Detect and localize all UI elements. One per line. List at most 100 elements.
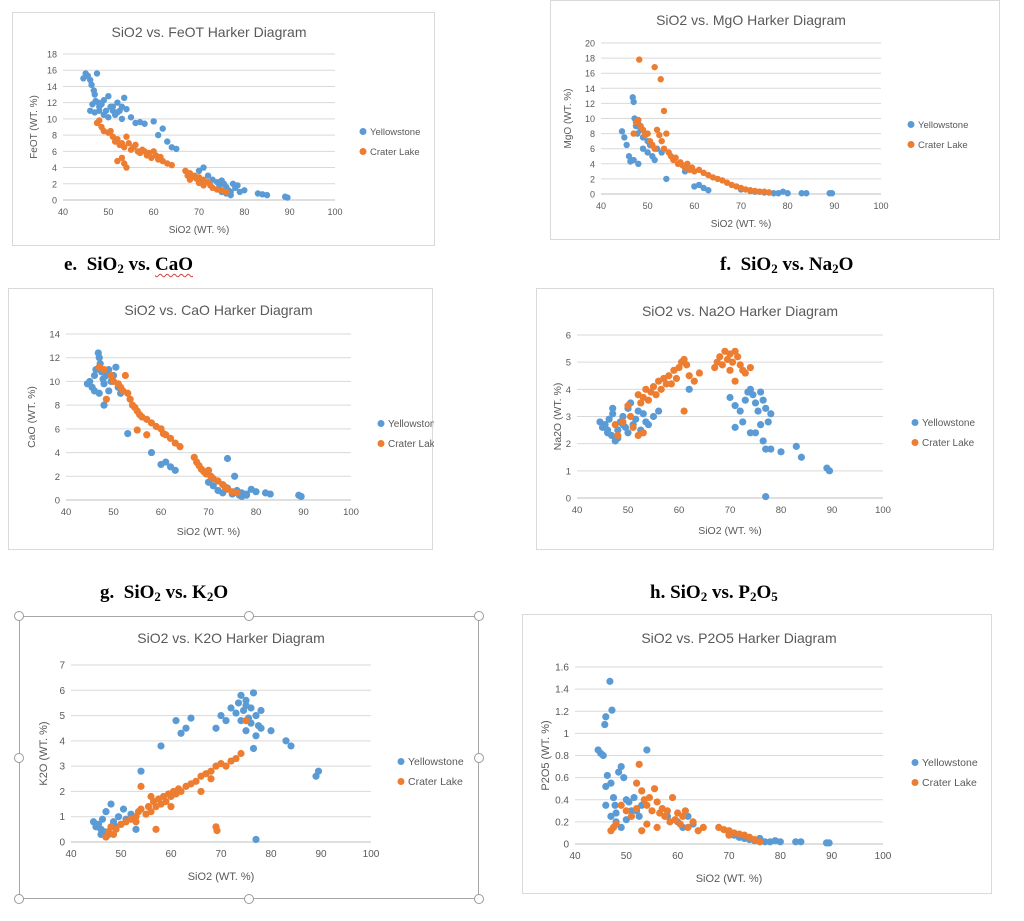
chart-svg-na2o: SiO2 vs. Na2O Harker Diagram 0 1 2 3 4 5 6 40 50 6… (552, 303, 975, 537)
legend-label: Yellowstone (408, 756, 464, 768)
x-tick-label: 50 (621, 851, 633, 862)
data-point (90, 387, 99, 395)
y-tick-label: 1 (563, 729, 569, 740)
legend-marker (907, 141, 915, 148)
y-axis-label: Na2O (WT. %) (552, 383, 564, 451)
chart-title: SiO2 vs. CaO Harker Diagram (124, 302, 312, 318)
data-point (102, 395, 110, 403)
data-point (657, 76, 664, 83)
chart-svg-cao: SiO2 vs. CaO Harker Diagram 0 2 4 6 8 10 12 14 40… (26, 302, 434, 538)
series-crater-lake (611, 347, 754, 440)
resize-handle-bottom-left[interactable] (14, 894, 24, 904)
x-axis-label: SiO2 (WT. %) (698, 525, 762, 537)
y-tick-label: 0.8 (555, 751, 569, 762)
data-point (282, 737, 290, 745)
data-point (287, 742, 295, 750)
data-point (207, 767, 215, 775)
legend-marker (907, 121, 915, 128)
data-point (100, 97, 108, 104)
y-tick-label: 0 (566, 494, 571, 505)
data-point (102, 808, 110, 816)
data-point (828, 190, 836, 197)
data-point (257, 724, 265, 732)
series-yellowstone (83, 349, 305, 501)
data-point (114, 99, 121, 106)
data-point (798, 190, 805, 197)
series-crater-lake (95, 363, 241, 497)
resize-handle-bottom-right[interactable] (474, 894, 484, 904)
x-axis-label: SiO2 (WT. %) (177, 526, 241, 538)
data-point (680, 355, 688, 364)
data-point (741, 369, 749, 377)
caption-e: e. SiO2 vs. CaO (64, 254, 193, 276)
data-point (157, 742, 165, 750)
data-point (252, 488, 260, 496)
data-point (617, 801, 625, 809)
resize-handle-bottom-middle[interactable] (244, 894, 254, 904)
y-tick-label: 4 (590, 159, 595, 169)
data-point (695, 166, 703, 174)
data-point (784, 190, 791, 197)
data-point (137, 782, 145, 790)
chart-svg-feot: SiO2 vs. FeOT Harker Diagram 0 2 4 6 8 10 12 14 1… (29, 24, 420, 236)
data-point (741, 396, 749, 404)
data-point (759, 437, 767, 445)
x-tick-label: 60 (165, 849, 177, 860)
x-tick-label: 90 (827, 505, 838, 516)
resize-handle-top-left[interactable] (14, 611, 24, 621)
data-point (90, 371, 99, 380)
data-point (89, 101, 96, 108)
chart-k2o[interactable]: SiO2 vs. K2O Harker Diagram 0 1 2 3 4 5 6 7 40 50 6… (20, 616, 478, 897)
data-point (731, 402, 739, 410)
data-point (234, 182, 241, 189)
data-point (608, 706, 616, 714)
x-tick-label: 80 (783, 201, 793, 211)
data-point (147, 792, 155, 801)
data-point (266, 490, 274, 498)
data-point (622, 816, 630, 824)
data-point (107, 371, 115, 380)
series-crater-lake (102, 717, 250, 841)
resize-handle-top-right[interactable] (474, 611, 484, 621)
resize-handle-top-middle[interactable] (244, 611, 254, 621)
data-point (637, 399, 645, 407)
data-point (200, 182, 207, 189)
data-point (638, 801, 646, 809)
data-point (639, 429, 647, 437)
data-point (112, 825, 120, 833)
resize-handle-middle-left[interactable] (14, 753, 24, 763)
data-point (601, 720, 609, 729)
y-tick-label: 1.4 (555, 685, 569, 696)
data-point (121, 371, 129, 380)
data-point (197, 787, 205, 796)
x-axis-label: SiO2 (WT. %) (188, 871, 255, 883)
data-point (663, 130, 670, 137)
data-point (124, 430, 132, 438)
data-point (237, 691, 245, 699)
data-point (617, 823, 625, 832)
legend-label: Yellowstone (922, 757, 978, 769)
y-tick-label: 0 (55, 496, 60, 507)
y-axis-label: MgO (WT. %) (563, 89, 574, 149)
data-point (127, 114, 135, 121)
data-point (716, 353, 724, 361)
data-point (653, 126, 661, 134)
data-point (746, 429, 754, 437)
data-point (614, 431, 622, 440)
data-point (618, 128, 626, 135)
data-point (177, 787, 185, 796)
data-point (643, 801, 651, 809)
data-point (617, 762, 625, 771)
x-tick-label: 70 (215, 849, 227, 860)
data-point (649, 383, 658, 391)
data-point (168, 161, 175, 169)
y-tick-label: 2 (59, 787, 65, 798)
data-point (204, 172, 212, 179)
y-axis-label: K2O (WT. %) (38, 721, 50, 785)
resize-handle-middle-right[interactable] (474, 753, 484, 763)
legend-marker (911, 439, 919, 446)
data-point (242, 696, 250, 704)
data-point (672, 154, 679, 161)
data-point (164, 138, 171, 145)
chart-feot: SiO2 vs. FeOT Harker Diagram 0 2 4 6 8 10 12 14 1… (12, 12, 435, 246)
